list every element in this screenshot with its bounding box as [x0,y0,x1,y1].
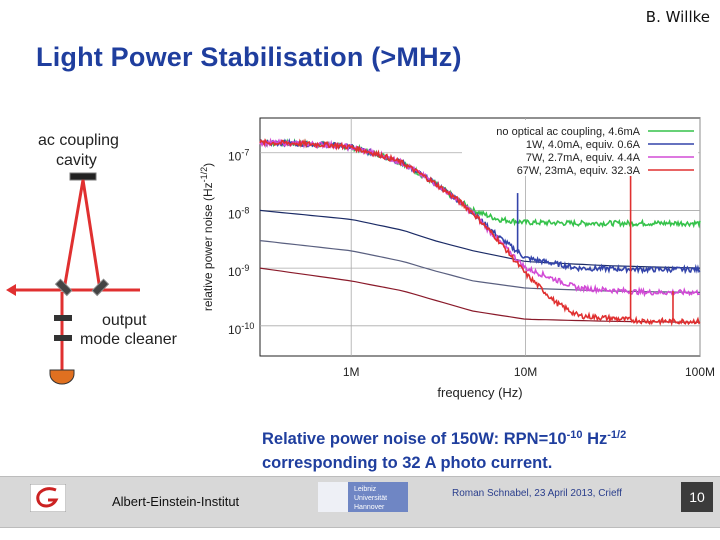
y-axis-label-exp: -1/2 [199,167,209,183]
series-line [259,138,701,327]
slide-footer: Albert-Einstein-Institut Leibniz Univers… [0,468,720,540]
photodiode-icon [49,369,75,385]
cavity-top-mirror [69,172,97,181]
figure: ac coupling cavity output mode cleaner 1… [6,117,715,400]
x-axis-label: frequency (Hz) [437,385,522,400]
omc-bottom-mirror [54,335,72,341]
legend-box [462,120,698,176]
y-tick-labels: 10-7 10-8 10-9 10-10 [228,148,254,337]
caption-rpn-text: Relative power noise of 150W: RPN=10 [262,430,567,448]
caption-unit: Hz [582,430,608,448]
caption-rpn-exp: -10 [566,429,583,441]
y-tick-label: 10-8 [228,205,249,221]
legend-entry-label: 67W, 23mA, equiv. 32.3A [517,165,641,177]
x-tick-label: 1M [343,365,360,379]
legend-entry-label: 1W, 4.0mA, equiv. 0.6A [526,139,641,151]
footer-talk-info: Roman Schnabel, 23 April 2013, Crieff [452,488,622,499]
legend-entry-label: no optical ac coupling, 4.6mA [496,126,640,138]
page-number: 10 [681,482,713,512]
reference-line [259,267,701,323]
y-axis-label: relative power noise (Hz-1/2) [199,163,215,311]
x-tick-label: 10M [514,365,537,379]
cavity-right-mirror [91,278,110,297]
series-lines [259,135,701,327]
uni-logo-line-3: Hannover [354,504,385,511]
uni-logo-line-2: Universität [354,495,387,502]
cavity-beam-path [62,179,102,291]
footer-institute: Albert-Einstein-Institut [112,494,240,509]
schematic-label-ac-coupling: ac coupling [38,132,119,149]
slide-caption: Relative power noise of 150W: RPN=10-10 … [262,423,626,475]
caption-line-1: Relative power noise of 150W: RPN=10-10 … [262,423,626,451]
noise-chart: 10-7 10-8 10-9 10-10 1M 10M 100M no optical a… [199,117,715,400]
y-tick-label: 10-10 [228,321,254,337]
aei-logo-icon [30,484,66,512]
cavity-left-mirror [54,278,73,297]
schematic-label-cavity: cavity [56,152,97,169]
caption-unit-exp: -1/2 [607,429,627,441]
schematic-label-mode-cleaner: mode cleaner [80,331,178,348]
x-tick-label: 100M [685,365,715,379]
y-axis-label-text: relative power noise (Hz [201,182,215,311]
caption-line-2: corresponding to 32 A photo current. [262,454,553,472]
slide-title: Light Power Stabilisation (>MHz) [36,42,462,72]
university-logo: Leibniz Universität Hannover [318,482,408,512]
y-tick-label: 10-9 [228,263,249,279]
beam-arrow-icon [6,284,16,296]
omc-top-mirror [54,315,72,321]
author-label: B. Willke [645,8,710,26]
schematic-label-output: output [102,312,147,329]
legend-entry-label: 7W, 2.7mA, equiv. 4.4A [526,152,641,164]
optical-schematic: ac coupling cavity output mode cleaner [6,132,178,385]
y-tick-label: 10-7 [228,148,249,164]
reference-line [259,209,701,269]
x-tick-labels: 1M 10M 100M [343,365,715,379]
uni-logo-line-1: Leibniz [354,486,377,493]
